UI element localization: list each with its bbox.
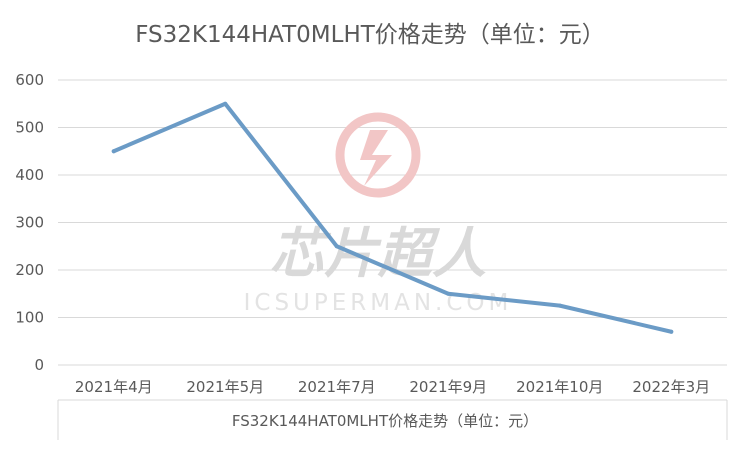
series-line-0 bbox=[111, 101, 674, 334]
y-tick-label-100: 100 bbox=[15, 309, 44, 327]
data-point bbox=[446, 291, 451, 296]
chart-title: FS32K144HAT0MLHT价格走势（单位：元） bbox=[135, 22, 605, 48]
y-tick-label-400: 400 bbox=[15, 166, 44, 184]
y-tick-label-500: 500 bbox=[15, 119, 44, 137]
data-point bbox=[111, 149, 116, 154]
x-tick-label: 2021年9月 bbox=[409, 378, 487, 396]
series-group bbox=[111, 101, 674, 334]
x-axis-label: FS32K144HAT0MLHT价格走势（单位：元） bbox=[232, 412, 538, 430]
x-tick-label: 2021年5月 bbox=[186, 378, 264, 396]
data-point bbox=[669, 329, 674, 334]
x-tick-label: 2021年4月 bbox=[75, 378, 153, 396]
x-axis-ticks: 2021年4月 2021年5月 2021年7月 2021年9月 2021年10月 2022… bbox=[75, 378, 710, 396]
data-point bbox=[557, 303, 562, 308]
watermark-logo-icon bbox=[335, 112, 421, 198]
y-axis-ticks: 0 100 200 300 400 500 600 bbox=[15, 71, 44, 374]
x-tick-label: 2021年7月 bbox=[298, 378, 376, 396]
watermark: 芯片超人 ICSUPERMAN.COM bbox=[244, 112, 513, 316]
watermark-text-en: ICSUPERMAN.COM bbox=[244, 290, 513, 316]
y-tick-label-200: 200 bbox=[15, 261, 44, 279]
x-tick-label: 2021年10月 bbox=[516, 378, 603, 396]
watermark-text-cn: 芯片超人 bbox=[270, 222, 486, 285]
data-point bbox=[223, 101, 228, 106]
y-tick-label-600: 600 bbox=[15, 71, 44, 89]
y-tick-label-300: 300 bbox=[15, 214, 44, 232]
y-tick-label-0: 0 bbox=[34, 356, 44, 374]
data-point bbox=[334, 244, 339, 249]
x-tick-label: 2022年3月 bbox=[632, 378, 710, 396]
